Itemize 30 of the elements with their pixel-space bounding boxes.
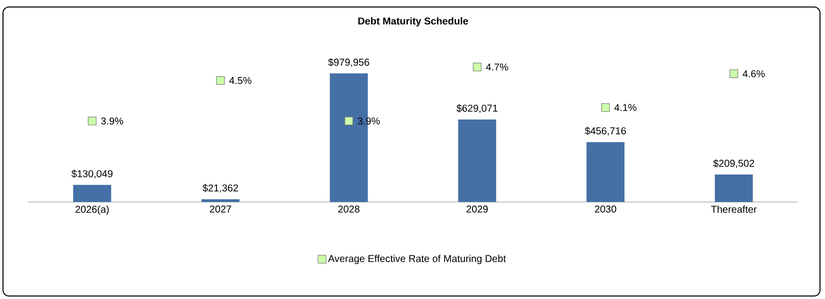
chart-title: Debt Maturity Schedule (358, 17, 468, 26)
bar (586, 142, 624, 202)
x-tick-label: 2030 (594, 206, 616, 213)
point (730, 70, 738, 78)
point (344, 116, 354, 126)
point (601, 103, 610, 112)
point (88, 116, 96, 126)
data-label: $629,071 (456, 104, 498, 113)
data-label: 4.5% (229, 76, 252, 84)
point (216, 76, 225, 85)
data-label: $979,956 (328, 58, 370, 67)
data-label: 3.9% (101, 117, 124, 125)
data-label: 4.7% (486, 64, 508, 70)
x-tick-label: 2028 (338, 206, 360, 213)
x-tick-label: 2027 (210, 206, 232, 213)
data-label: $130,049 (72, 170, 112, 178)
data-label: $209,502 (713, 159, 754, 168)
x-tick-label: 2026(a) (75, 206, 109, 215)
legend-label: Average Effective Rate of Maturing Debt (328, 254, 506, 264)
data-label: $456,716 (584, 126, 626, 136)
bar (73, 184, 112, 202)
bar (714, 174, 753, 202)
bar (202, 199, 240, 202)
point (472, 62, 482, 72)
x-tick-label: Thereafter (711, 206, 757, 213)
bar (458, 119, 496, 202)
x-tick-label: 2029 (466, 206, 488, 213)
data-label: $21,362 (202, 184, 238, 193)
data-label: 4.1% (614, 104, 636, 111)
data-label: 4.6% (742, 70, 765, 78)
